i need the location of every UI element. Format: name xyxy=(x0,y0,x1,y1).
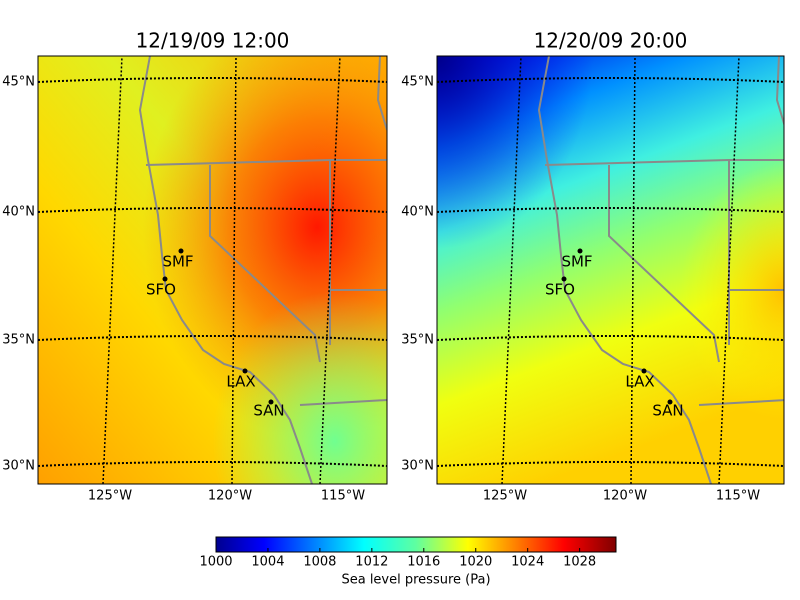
city-dot xyxy=(268,399,274,405)
city-dot xyxy=(577,248,583,254)
colorbar-tick-label: 1008 xyxy=(303,555,336,570)
latitude-label: 45°N xyxy=(401,75,434,90)
longitude-line xyxy=(319,56,341,484)
longitude-label: 120°W xyxy=(603,489,647,504)
state-border xyxy=(376,56,387,131)
colorbar-tick-label: 1016 xyxy=(407,555,440,570)
colorbar-tick-label: 1024 xyxy=(511,555,544,570)
colorbar-tick-label: 1004 xyxy=(251,555,284,570)
state-border xyxy=(775,56,784,127)
city-label: SAN xyxy=(253,402,284,420)
longitude-label: 125°W xyxy=(483,489,527,504)
city-dot xyxy=(641,368,647,374)
map-panel xyxy=(437,56,784,484)
latitude-line xyxy=(38,461,387,467)
coastline xyxy=(537,56,712,484)
colorbar-tick-label: 1000 xyxy=(199,555,232,570)
longitude-label: 120°W xyxy=(208,489,252,504)
coastline xyxy=(138,56,313,484)
state-border xyxy=(608,165,720,363)
city-dot xyxy=(242,368,248,374)
city-label: LAX xyxy=(625,373,654,391)
city-label: SFO xyxy=(545,281,575,299)
longitude-label: 125°W xyxy=(88,489,132,504)
longitude-line xyxy=(501,56,522,484)
latitude-label: 35°N xyxy=(401,333,434,348)
city-label: SAN xyxy=(652,402,683,420)
state-border xyxy=(209,165,321,363)
latitude-line xyxy=(437,335,784,341)
latitude-line xyxy=(38,207,387,213)
state-border xyxy=(299,399,387,406)
longitude-line xyxy=(231,56,237,484)
latitude-label: 35°N xyxy=(2,333,35,348)
longitude-line xyxy=(718,56,740,484)
colorbar xyxy=(215,536,617,553)
longitude-line xyxy=(630,56,636,484)
latitude-label: 30°N xyxy=(2,459,35,474)
latitude-label: 40°N xyxy=(2,205,35,220)
city-dot xyxy=(561,276,567,282)
city-label: LAX xyxy=(226,373,255,391)
city-label: SMF xyxy=(561,253,592,271)
latitude-line xyxy=(38,335,387,341)
colorbar-tick-label: 1028 xyxy=(563,555,596,570)
colorbar-label: Sea level pressure (Pa) xyxy=(341,573,490,588)
panel-title: 12/20/09 20:00 xyxy=(534,29,688,53)
longitude-label: 115°W xyxy=(321,489,365,504)
city-label: SMF xyxy=(162,253,193,271)
latitude-line xyxy=(437,461,784,467)
pressure-field xyxy=(38,56,387,484)
panel-title: 12/19/09 12:00 xyxy=(136,29,290,53)
latitude-label: 45°N xyxy=(2,75,35,90)
longitude-label: 115°W xyxy=(716,489,760,504)
colorbar-tick-label: 1020 xyxy=(459,555,492,570)
map-frame xyxy=(436,55,785,485)
map-panel xyxy=(38,56,387,484)
state-border xyxy=(698,399,784,406)
pressure-field xyxy=(437,56,784,484)
latitude-line xyxy=(38,77,387,83)
latitude-line xyxy=(437,207,784,213)
city-dot xyxy=(162,276,168,282)
city-dot xyxy=(178,248,184,254)
latitude-label: 40°N xyxy=(401,205,434,220)
latitude-label: 30°N xyxy=(401,459,434,474)
city-dot xyxy=(667,399,673,405)
city-label: SFO xyxy=(146,281,176,299)
longitude-line xyxy=(102,56,123,484)
map-frame xyxy=(37,55,388,485)
colorbar-tick-label: 1012 xyxy=(355,555,388,570)
